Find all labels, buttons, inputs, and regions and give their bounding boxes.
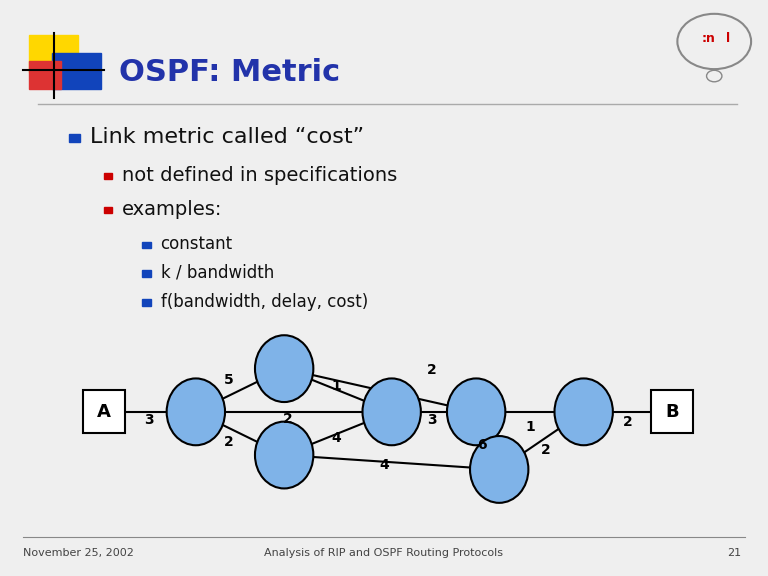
Text: B: B [665,403,679,421]
Text: A: A [97,403,111,421]
Text: 2: 2 [624,415,633,429]
Bar [52,53,101,89]
Text: OSPF: Metric: OSPF: Metric [119,58,340,86]
Bar [29,35,78,72]
Bar [104,207,112,213]
Bar [69,134,80,142]
Bar [142,270,151,276]
Text: Analysis of RIP and OSPF Routing Protocols: Analysis of RIP and OSPF Routing Protoco… [264,548,504,558]
Text: 4: 4 [379,458,389,472]
Ellipse shape [255,422,313,488]
Text: 3: 3 [144,414,154,427]
Bar [650,391,693,434]
Bar [104,173,112,179]
Text: :n: :n [701,32,715,45]
Text: November 25, 2002: November 25, 2002 [23,548,134,558]
Text: 2: 2 [283,412,293,426]
Text: 4: 4 [332,431,341,445]
Text: 3: 3 [427,414,436,427]
Text: k / bandwidth: k / bandwidth [161,264,273,282]
Text: not defined in specifications: not defined in specifications [122,165,397,184]
Bar [29,61,61,89]
Bar [83,391,124,434]
Text: constant: constant [161,235,233,253]
Ellipse shape [447,378,505,445]
Ellipse shape [255,335,313,402]
Ellipse shape [470,436,528,503]
Text: examples:: examples: [122,200,223,219]
Text: 21: 21 [727,548,741,558]
Text: l: l [726,32,730,45]
Text: 5: 5 [224,373,233,387]
Text: 1: 1 [525,420,535,434]
Text: Link metric called “cost”: Link metric called “cost” [90,127,364,147]
Text: 2: 2 [224,435,233,449]
Bar [142,300,151,306]
Ellipse shape [554,378,613,445]
Bar [142,242,151,248]
Text: f(bandwidth, delay, cost): f(bandwidth, delay, cost) [161,293,368,311]
Text: 6: 6 [478,438,487,452]
Text: 2: 2 [427,363,436,377]
Ellipse shape [362,378,421,445]
Ellipse shape [167,378,225,445]
Text: 1: 1 [332,379,341,393]
Text: 2: 2 [541,444,550,457]
